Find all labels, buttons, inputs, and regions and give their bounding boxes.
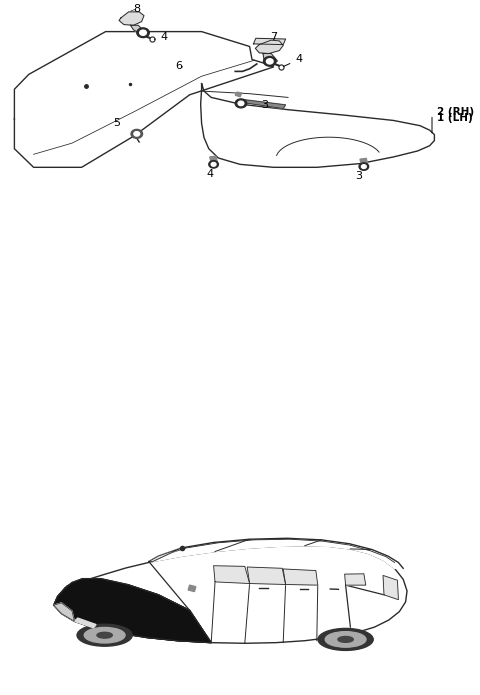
Circle shape [361,165,366,168]
Polygon shape [360,158,368,165]
Polygon shape [119,12,144,25]
Polygon shape [131,25,146,35]
Text: 6: 6 [175,61,182,71]
Text: 3: 3 [356,171,362,181]
Text: 7: 7 [270,32,277,42]
Polygon shape [255,40,283,54]
Ellipse shape [77,624,132,646]
Text: 1 (LH): 1 (LH) [437,113,472,123]
Polygon shape [345,574,366,585]
Polygon shape [214,566,250,584]
Polygon shape [253,38,286,44]
Polygon shape [74,618,96,628]
Circle shape [238,101,244,106]
Polygon shape [149,538,403,569]
Circle shape [264,56,276,66]
Polygon shape [283,569,318,585]
Text: 2 (RH): 2 (RH) [437,106,474,117]
Ellipse shape [318,628,373,651]
Circle shape [137,28,149,38]
Circle shape [131,129,143,138]
Polygon shape [247,567,286,584]
Polygon shape [201,83,434,167]
Polygon shape [210,156,217,163]
Polygon shape [127,584,211,643]
Circle shape [359,163,369,170]
Ellipse shape [84,628,125,643]
Polygon shape [54,546,407,644]
Polygon shape [383,575,398,600]
Polygon shape [54,603,74,621]
Polygon shape [54,579,211,643]
Text: 4: 4 [155,32,168,42]
Circle shape [209,161,218,168]
Ellipse shape [97,632,112,638]
Text: 4: 4 [207,169,214,179]
Polygon shape [188,585,196,591]
Circle shape [134,131,140,136]
Polygon shape [235,92,242,97]
Circle shape [266,59,273,64]
Circle shape [235,99,247,108]
Polygon shape [14,31,274,167]
Text: 8: 8 [133,4,140,15]
Polygon shape [149,548,181,562]
Circle shape [140,30,146,35]
Ellipse shape [325,632,366,647]
Ellipse shape [338,637,353,642]
Polygon shape [241,99,286,108]
Text: 3: 3 [262,100,269,110]
Text: 5: 5 [113,117,120,128]
Polygon shape [263,54,277,63]
Text: 4: 4 [283,54,302,67]
Circle shape [211,163,216,166]
